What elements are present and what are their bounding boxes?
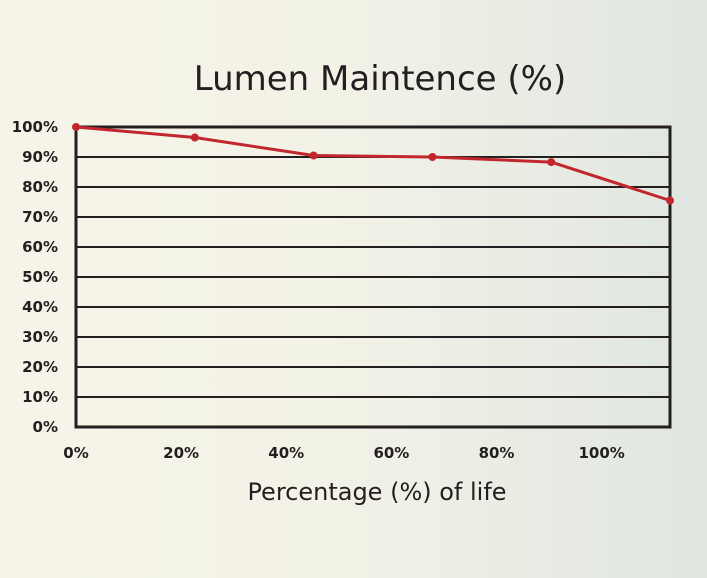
plot-frame <box>74 125 672 429</box>
y-tick-label: 10% <box>22 388 58 406</box>
x-axis-ticks: 0% 20% 40% 60% 80% 100% <box>63 444 625 462</box>
y-tick-label: 80% <box>22 178 58 196</box>
y-tick-label: 90% <box>22 148 58 166</box>
data-point <box>72 123 80 131</box>
data-point <box>666 196 674 205</box>
x-axis-label: Percentage (%) of life <box>247 478 506 506</box>
y-tick-label: 50% <box>22 268 58 286</box>
y-tick-label: 0% <box>33 418 58 436</box>
data-point <box>547 158 556 167</box>
x-tick-label: 60% <box>373 444 409 462</box>
y-tick-label: 100% <box>12 118 58 136</box>
y-tick-label: 30% <box>22 328 58 346</box>
series-group <box>72 123 674 205</box>
data-point <box>190 133 199 142</box>
data-point <box>309 151 318 160</box>
y-axis-ticks: 0% 10% 20% 30% 40% 50% 60% 70% 80% 90% 100% <box>12 118 58 436</box>
x-tick-label: 0% <box>63 444 88 462</box>
x-tick-label: 100% <box>578 444 624 462</box>
y-tick-label: 40% <box>22 298 58 316</box>
y-tick-label: 60% <box>22 238 58 256</box>
y-tick-label: 20% <box>22 358 58 376</box>
gridlines <box>76 156 670 398</box>
x-tick-label: 80% <box>479 444 515 462</box>
x-tick-label: 20% <box>163 444 199 462</box>
x-tick-label: 40% <box>268 444 304 462</box>
data-point <box>428 153 437 161</box>
chart-title: Lumen Maintence (%) <box>194 59 567 99</box>
series-line <box>75 125 671 202</box>
y-tick-label: 70% <box>22 208 58 226</box>
